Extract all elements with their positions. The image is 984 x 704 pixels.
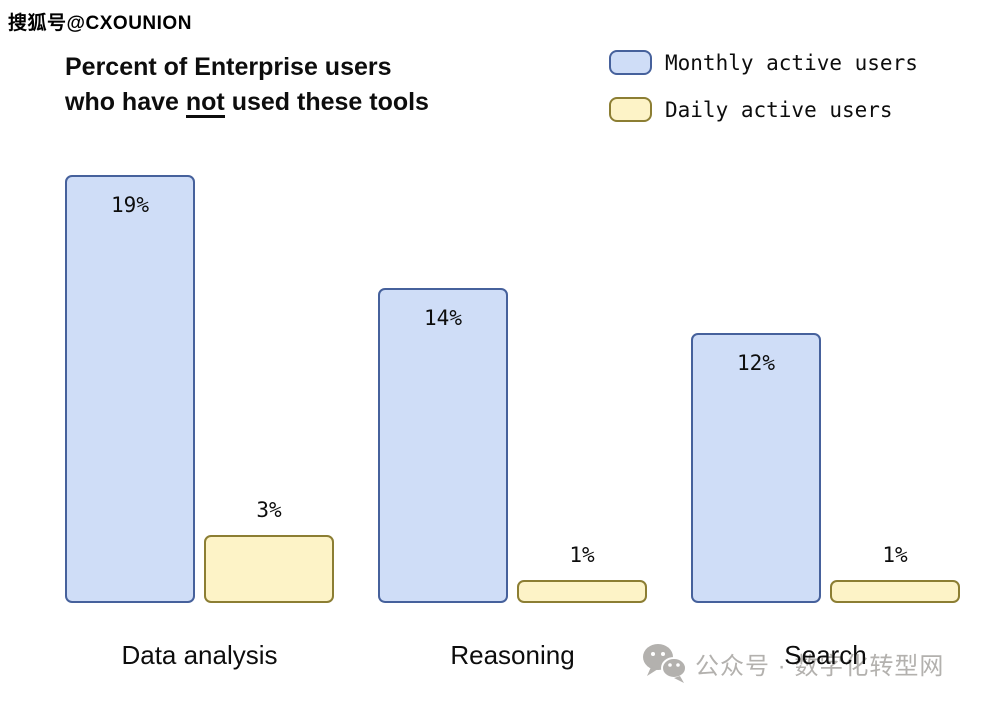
bar-monthly-active-users-reasoning [378,288,508,603]
bar-value-label: 1% [569,543,595,567]
watermark-top-left: 搜狐号@CXOUNION [8,13,192,34]
bar-daily-active-users-search [830,580,960,603]
legend-label: Monthly active users [665,50,918,75]
underlined-word: not [185,89,225,119]
category-label-data-analysis: Data analysis [121,640,278,670]
bar-value-label: 12% [737,351,775,375]
legend-swatch [609,97,652,122]
watermark-bottom-text: 公众号 · 数字化转型网 [695,652,945,680]
bar-value-label: 14% [424,306,462,330]
bar-value-label: 3% [256,498,282,522]
bar-value-label: 1% [882,543,908,567]
wechat-icon [643,644,687,683]
legend: Monthly active users Daily active users [609,50,918,144]
chart-title: Percent of Enterprise users who have not… [65,50,429,120]
bar-monthly-active-users-data-analysis [65,175,195,603]
watermark-bottom: 公众号 · 数字化转型网 [641,642,944,684]
bar-daily-active-users-data-analysis [204,535,334,603]
legend-item-daily: Daily active users [609,97,918,122]
legend-item-monthly: Monthly active users [609,50,918,75]
legend-swatch [609,50,652,75]
bar-daily-active-users-reasoning [517,580,647,603]
chart-title-line2: who have not used these tools [65,85,429,120]
legend-label: Daily active users [665,97,893,122]
bar-monthly-active-users-search [691,333,821,603]
bar-value-label: 19% [111,193,149,217]
category-label-reasoning: Reasoning [450,640,575,670]
category-label-search: Search [784,640,867,670]
chart-title-line1: Percent of Enterprise users [65,53,392,81]
